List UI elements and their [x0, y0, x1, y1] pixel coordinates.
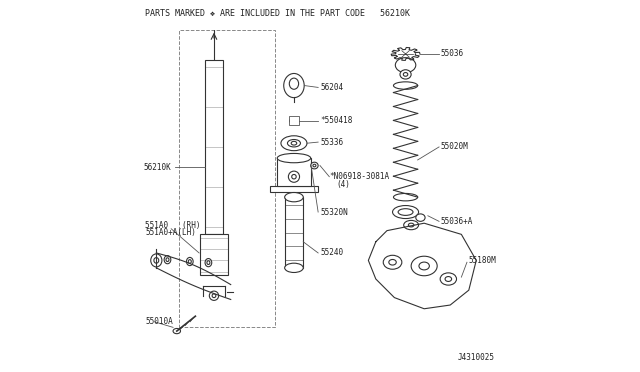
- Text: PARTS MARKED ❖ ARE INCLUDED IN THE PART CODE   56210K: PARTS MARKED ❖ ARE INCLUDED IN THE PART …: [145, 9, 410, 17]
- Ellipse shape: [188, 260, 191, 263]
- Ellipse shape: [205, 259, 212, 267]
- Ellipse shape: [292, 119, 296, 122]
- Ellipse shape: [419, 262, 429, 270]
- Ellipse shape: [289, 171, 300, 182]
- Text: 56210K: 56210K: [143, 163, 172, 172]
- Text: 56204: 56204: [320, 83, 343, 92]
- Bar: [205, 60, 223, 234]
- Ellipse shape: [403, 73, 408, 76]
- Ellipse shape: [289, 78, 299, 89]
- Ellipse shape: [212, 294, 216, 298]
- Bar: [289, 116, 299, 125]
- Ellipse shape: [394, 193, 418, 201]
- Text: 551A0   (RH): 551A0 (RH): [145, 221, 201, 230]
- Ellipse shape: [313, 164, 316, 167]
- Ellipse shape: [310, 162, 318, 169]
- Text: *N06918-3081A: *N06918-3081A: [330, 172, 389, 181]
- Ellipse shape: [416, 214, 425, 221]
- Ellipse shape: [398, 209, 413, 215]
- Ellipse shape: [151, 254, 162, 267]
- Ellipse shape: [285, 263, 303, 272]
- Bar: [285, 197, 303, 268]
- Text: 55320N: 55320N: [320, 208, 348, 217]
- Ellipse shape: [383, 255, 402, 269]
- Ellipse shape: [277, 154, 310, 163]
- Ellipse shape: [291, 141, 297, 145]
- Ellipse shape: [404, 220, 419, 230]
- Text: *550418: *550418: [320, 116, 353, 125]
- Ellipse shape: [281, 136, 307, 151]
- Ellipse shape: [389, 260, 396, 265]
- Ellipse shape: [411, 256, 437, 276]
- Text: 55036+A: 55036+A: [441, 217, 473, 226]
- Text: 55240: 55240: [320, 248, 343, 257]
- Text: 55036: 55036: [441, 49, 464, 58]
- Bar: [200, 234, 228, 275]
- Text: J4310025: J4310025: [458, 353, 495, 362]
- Ellipse shape: [440, 273, 456, 285]
- Ellipse shape: [394, 82, 418, 89]
- Ellipse shape: [400, 70, 411, 79]
- Ellipse shape: [396, 58, 416, 73]
- Bar: [277, 158, 310, 186]
- Ellipse shape: [209, 291, 219, 301]
- Ellipse shape: [290, 118, 298, 124]
- Ellipse shape: [408, 223, 414, 227]
- Ellipse shape: [166, 258, 169, 262]
- Ellipse shape: [284, 74, 304, 98]
- Ellipse shape: [287, 140, 300, 147]
- Ellipse shape: [207, 261, 210, 264]
- Text: 55020M: 55020M: [441, 142, 468, 151]
- Ellipse shape: [392, 205, 419, 219]
- Bar: [179, 30, 275, 327]
- Ellipse shape: [292, 174, 296, 179]
- Ellipse shape: [164, 256, 171, 264]
- Ellipse shape: [285, 193, 303, 202]
- Text: 55180M: 55180M: [468, 256, 497, 265]
- Ellipse shape: [186, 257, 193, 266]
- Ellipse shape: [445, 276, 452, 282]
- Text: 55336: 55336: [320, 138, 343, 147]
- Ellipse shape: [173, 328, 180, 334]
- Ellipse shape: [154, 257, 159, 263]
- Text: 55010A: 55010A: [145, 317, 173, 326]
- Text: 551A0+A(LH): 551A0+A(LH): [145, 228, 196, 237]
- Bar: [270, 186, 318, 192]
- Text: (4): (4): [337, 180, 351, 189]
